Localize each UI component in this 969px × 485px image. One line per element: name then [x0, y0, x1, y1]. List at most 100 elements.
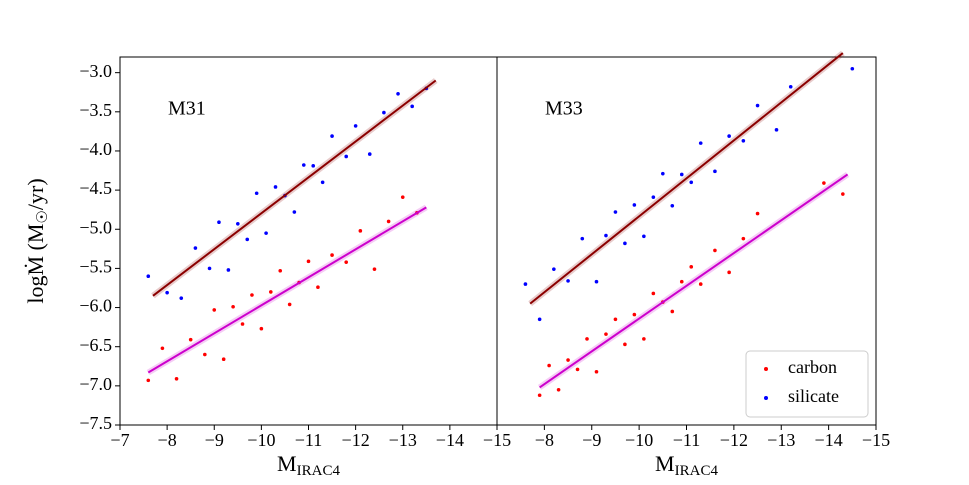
point [287, 302, 292, 307]
point [207, 266, 212, 271]
y-tick-label: −6.0 [79, 296, 112, 316]
point [165, 290, 169, 295]
point [741, 236, 746, 241]
point [556, 387, 561, 392]
axis-label: MIRAC4 [277, 451, 340, 479]
axis-label-part: IRAC4 [675, 463, 719, 479]
point [236, 221, 240, 226]
y-tick-label: −7.5 [79, 413, 112, 433]
point [316, 285, 320, 289]
point [670, 203, 675, 208]
point [689, 265, 694, 269]
point [523, 282, 528, 286]
y-tick-label: −7.0 [79, 374, 112, 394]
point [240, 322, 245, 326]
point [698, 282, 703, 286]
x-tick-label: −10 [625, 430, 653, 450]
y-tick-label: −5.5 [79, 257, 112, 277]
point [850, 66, 855, 71]
point [311, 164, 316, 168]
y-tick-label: −4.0 [79, 139, 112, 159]
point [585, 337, 589, 341]
point [788, 84, 793, 89]
point [212, 308, 217, 312]
x-tick-label: −12 [720, 430, 748, 450]
point [755, 103, 760, 108]
point [278, 268, 283, 273]
point [160, 346, 165, 351]
y-tick-label: −5.0 [79, 217, 112, 237]
fit-line [147, 206, 427, 374]
annotation: M33 [545, 98, 583, 120]
point [221, 357, 226, 362]
point [841, 192, 845, 196]
point [661, 171, 665, 176]
x-tick-label: −14 [436, 430, 464, 450]
point [254, 191, 259, 196]
point [306, 259, 311, 264]
point [410, 104, 414, 109]
point [344, 260, 349, 264]
point [226, 268, 231, 272]
x-tick-label: −15 [483, 430, 511, 450]
point [547, 363, 551, 368]
point [353, 124, 358, 128]
point [396, 92, 400, 96]
point [713, 248, 717, 253]
point [259, 326, 264, 331]
point [537, 393, 542, 398]
point [613, 210, 618, 214]
point [320, 180, 325, 185]
x-tick-label: −13 [389, 430, 417, 450]
legend-label: carbon [788, 357, 837, 377]
point [273, 185, 278, 189]
point [231, 304, 235, 309]
point [188, 337, 193, 342]
point [264, 231, 268, 235]
legend-marker [764, 396, 768, 400]
x-tick-label: −12 [342, 430, 370, 450]
axis-label-part: logṀ (M [23, 224, 48, 304]
point [679, 172, 684, 177]
point [642, 337, 646, 341]
point [386, 219, 391, 224]
point [679, 279, 684, 284]
point [651, 195, 656, 199]
point [400, 195, 405, 199]
point [623, 342, 627, 347]
point [651, 291, 656, 296]
y-tick-label: −3.0 [79, 61, 112, 81]
axis-label-part: IRAC4 [297, 463, 341, 479]
point [689, 180, 694, 185]
point [594, 369, 599, 374]
point [292, 210, 297, 214]
point [203, 352, 207, 357]
fit-line [529, 52, 844, 305]
point [193, 246, 198, 250]
point [566, 358, 570, 362]
point [575, 367, 580, 372]
x-tick-label: −10 [247, 430, 275, 450]
point [604, 332, 608, 336]
point [330, 253, 334, 257]
point [755, 211, 760, 216]
fit-line [539, 173, 849, 389]
axis-label-part: ☉ [35, 210, 51, 223]
y-tick-label: −6.5 [79, 335, 112, 355]
point [632, 203, 637, 207]
axis-label-part: M [277, 451, 297, 476]
x-tick-label: −8 [158, 430, 177, 450]
point [245, 237, 250, 242]
axis-label: logṀ (M☉/yr) [23, 178, 51, 303]
point [344, 154, 349, 159]
point [774, 128, 779, 132]
legend-marker [764, 367, 768, 371]
point [552, 267, 556, 271]
x-tick-label: −15 [862, 430, 890, 450]
x-tick-label: −11 [673, 430, 700, 450]
point [613, 317, 618, 322]
x-tick-label: −14 [815, 430, 843, 450]
point [698, 141, 703, 145]
point [146, 274, 151, 279]
